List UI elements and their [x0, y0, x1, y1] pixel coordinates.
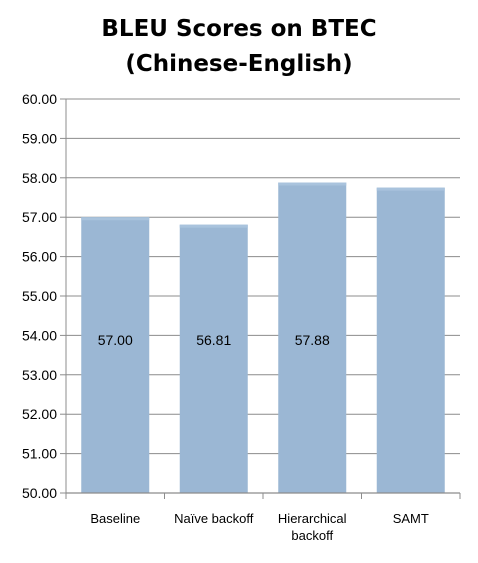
chart-title: BLEU Scores on BTEC (Chinese-English) — [0, 12, 478, 82]
bar-top-highlight — [278, 182, 347, 186]
bar — [81, 217, 150, 493]
x-category-label: Naïve backoff — [174, 511, 254, 526]
y-tick-label: 55.00 — [22, 288, 57, 304]
bar-top-highlight — [81, 217, 150, 221]
bar-top-highlight — [179, 224, 248, 228]
data-label: 57.00 — [98, 332, 133, 348]
bar — [179, 224, 248, 493]
y-tick-label: 58.00 — [22, 170, 57, 186]
y-tick-label: 51.00 — [22, 446, 57, 462]
y-tick-label: 56.00 — [22, 249, 57, 265]
chart-title-line-1: BLEU Scores on BTEC — [101, 16, 377, 42]
x-category-label: Hierarchical — [278, 511, 347, 526]
x-category-label: backoff — [291, 528, 333, 543]
data-label: 56.81 — [196, 332, 231, 348]
y-tick-label: 52.00 — [22, 406, 57, 422]
bar — [278, 182, 347, 493]
y-tick-label: 50.00 — [22, 485, 57, 501]
bar-top-highlight — [376, 187, 445, 191]
y-tick-label: 53.00 — [22, 367, 57, 383]
y-tick-label: 57.00 — [22, 209, 57, 225]
data-label: 57.88 — [295, 332, 330, 348]
x-category-label: Baseline — [90, 511, 140, 526]
chart-title-line-2: (Chinese-English) — [125, 51, 353, 77]
y-tick-label: 59.00 — [22, 130, 57, 146]
y-tick-label: 60.00 — [22, 91, 57, 107]
y-tick-label: 54.00 — [22, 327, 57, 343]
bar — [376, 187, 445, 493]
x-category-label: SAMT — [393, 511, 429, 526]
